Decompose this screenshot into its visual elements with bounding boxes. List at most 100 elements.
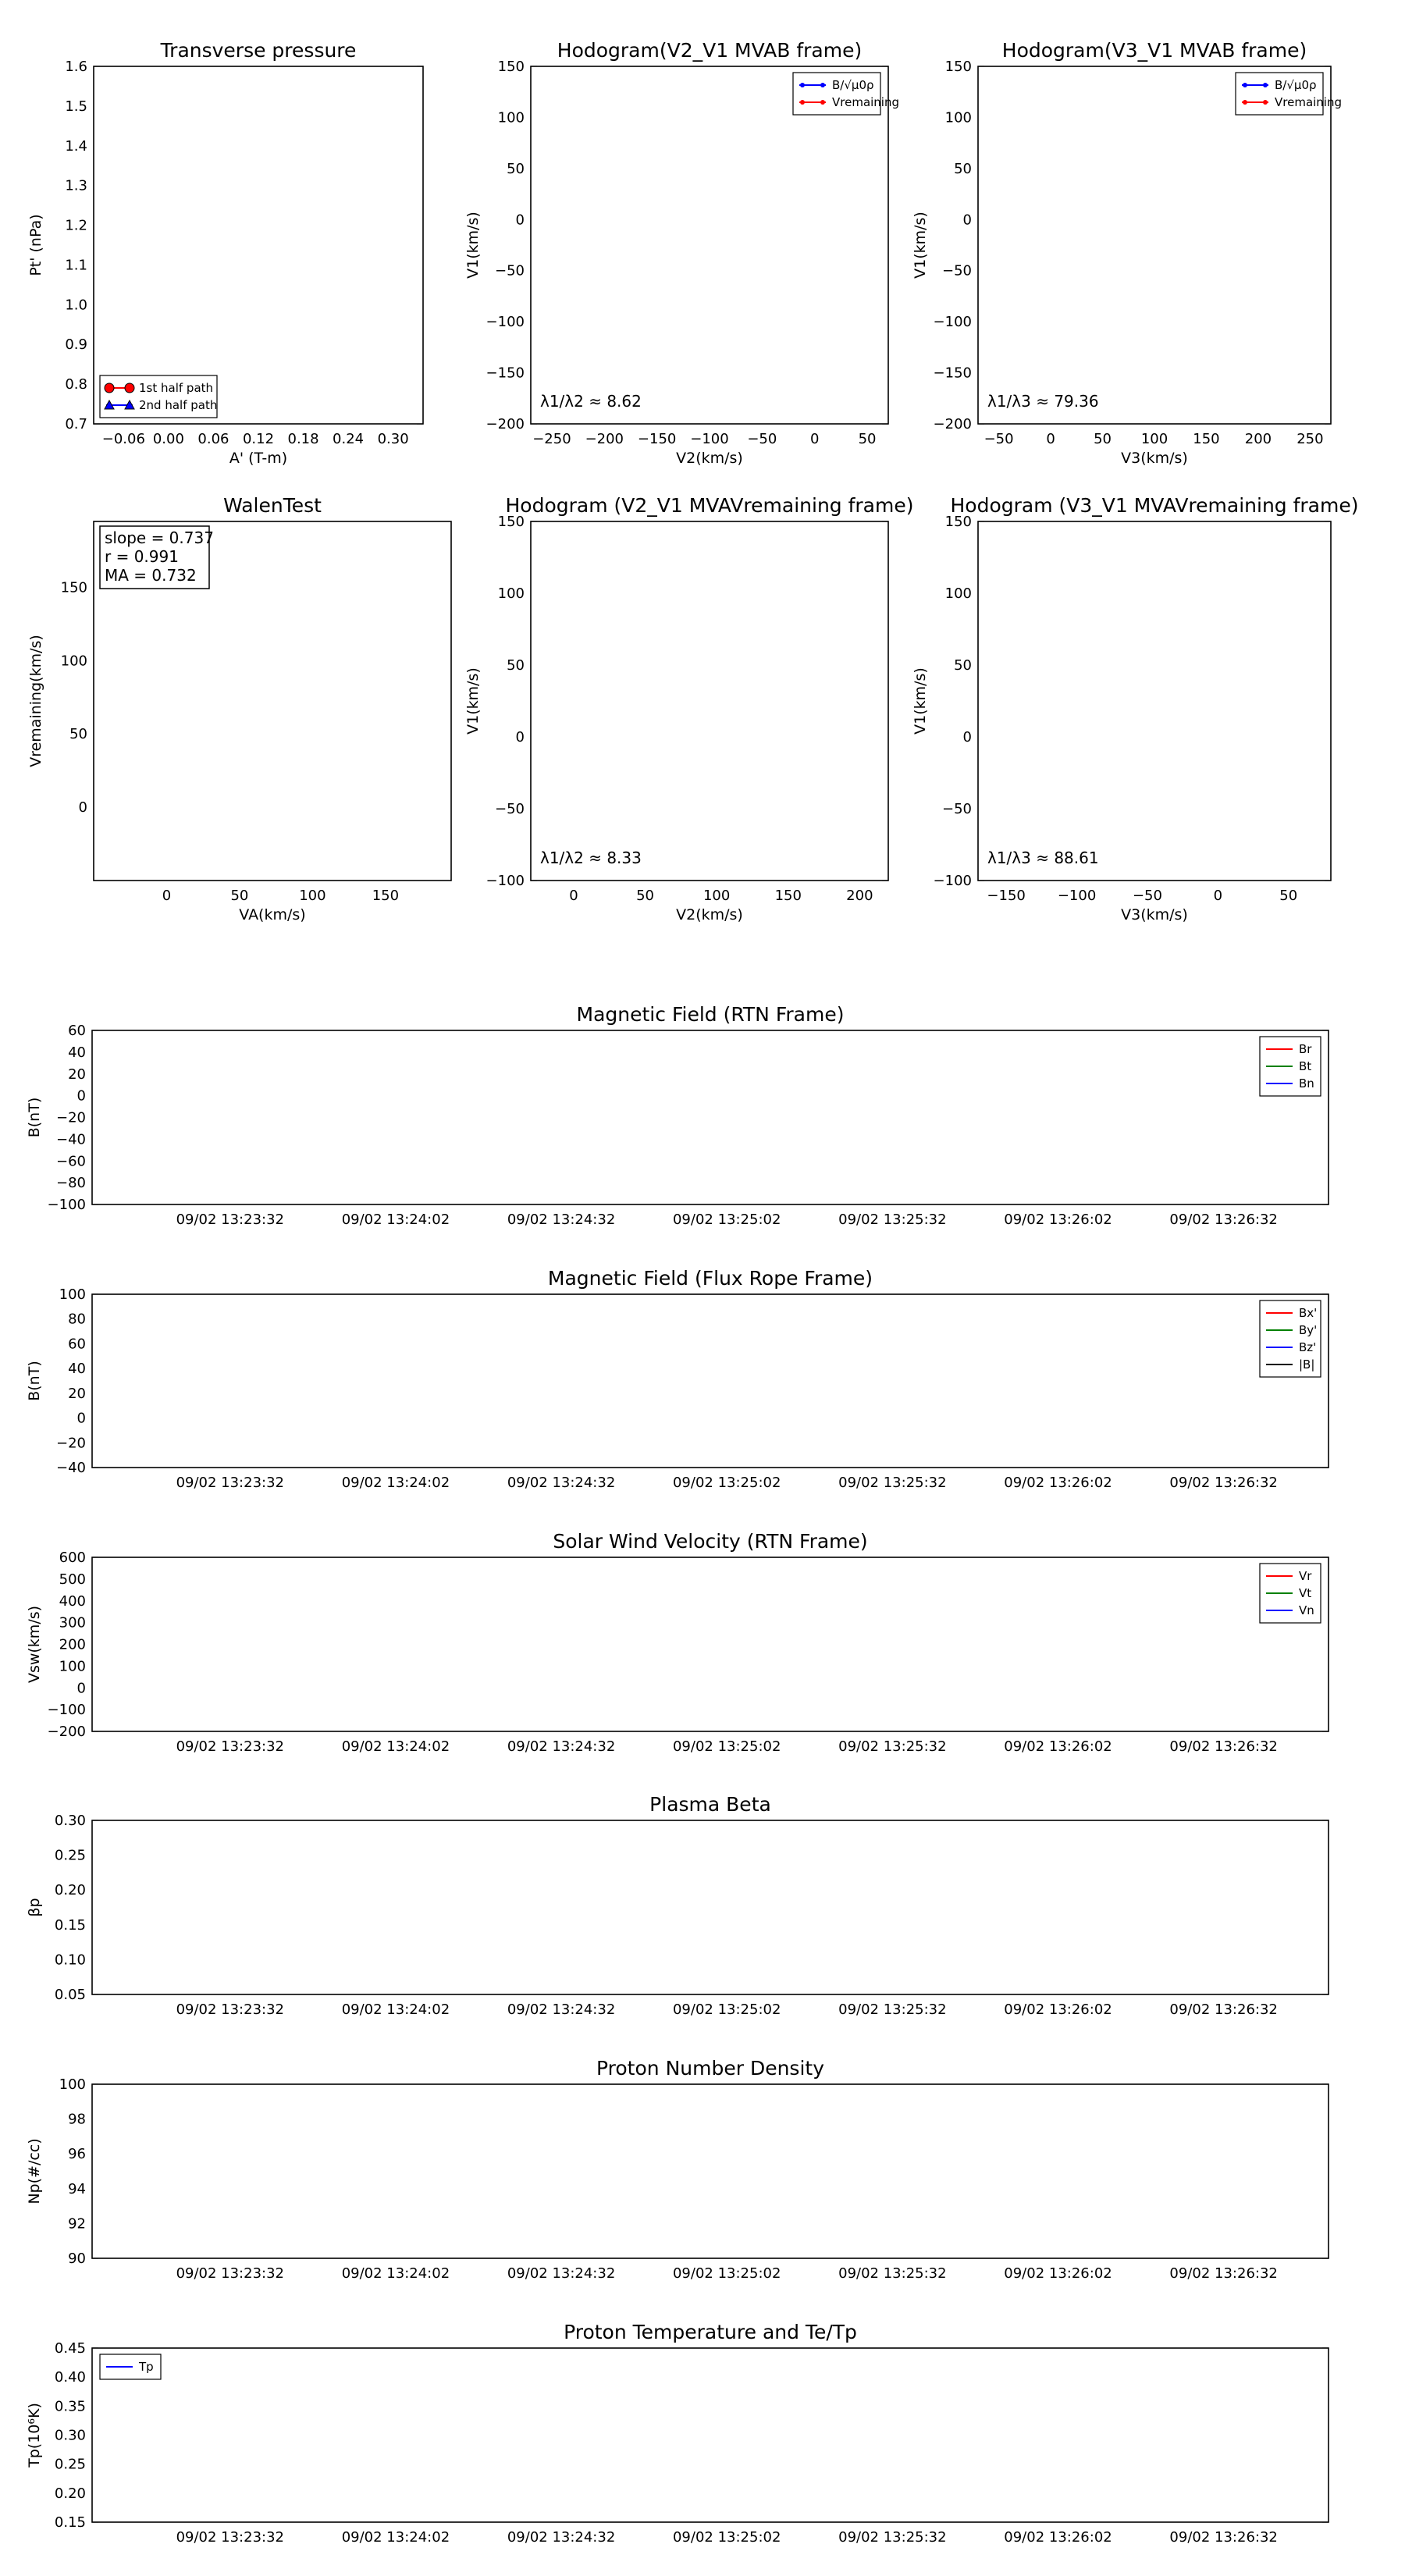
x-axis-label: V3(km/s) <box>1121 906 1188 923</box>
x-tick-label: 100 <box>1141 431 1168 447</box>
x-tick-label: 100 <box>703 888 730 904</box>
plot-frame <box>91 2347 1329 2523</box>
x-tick-label: 0 <box>162 888 171 904</box>
x-tick-label: 09/02 13:25:02 <box>673 2001 781 2018</box>
y-tick-label: 0.10 <box>55 1952 86 1968</box>
x-tick-label: 09/02 13:25:32 <box>838 2265 946 2282</box>
y-tick-label: 0.30 <box>55 1813 86 1829</box>
x-tick-label: 09/02 13:26:32 <box>1169 2265 1277 2282</box>
y-tick-label: 100 <box>59 1286 86 1303</box>
y-tick-label: 100 <box>61 653 87 669</box>
y-tick-label: 0 <box>963 729 972 745</box>
x-tick-label: 50 <box>636 888 654 904</box>
y-axis-label: Tp(10⁶K) <box>26 2403 43 2468</box>
y-tick-label: 100 <box>945 585 972 602</box>
y-tick-label: 1.0 <box>65 297 87 313</box>
y-axis-label: Pt' (nPa) <box>27 214 44 276</box>
x-tick-label: 09/02 13:24:02 <box>342 2001 450 2018</box>
y-tick-label: −50 <box>495 801 525 817</box>
legend: Tp <box>99 2354 162 2380</box>
y-tick-label: 0.20 <box>55 2485 86 2502</box>
y-axis-label: B(nT) <box>26 1098 43 1138</box>
legend: Bx' By' Bz' |B| <box>1259 1300 1321 1378</box>
x-tick-label: 0 <box>810 431 819 447</box>
x-tick-label: 50 <box>1094 431 1112 447</box>
y-tick-label: 98 <box>68 2112 86 2128</box>
x-tick-label: 0.00 <box>153 431 184 447</box>
y-tick-label: −100 <box>48 1702 86 1718</box>
x-tick-label: 09/02 13:23:32 <box>176 1738 284 1755</box>
y-tick-label: 40 <box>68 1044 86 1061</box>
y-tick-label: 100 <box>59 1658 86 1674</box>
x-tick-label: 09/02 13:26:32 <box>1169 2529 1277 2546</box>
y-tick-label: 0 <box>516 729 525 745</box>
y-tick-label: −150 <box>934 365 972 382</box>
chart-solar-wind-velocity: 09/02 13:23:32 09/02 13:24:02 09/02 13:24:… <box>26 1530 1329 1755</box>
chart-hodogram-v3v1-mvab: −50 0 50 100 150 200 250 −200 −150 −100 −50 0 50 100 1… <box>912 39 1342 467</box>
x-axis-label: A' (T-m) <box>229 450 287 467</box>
chart-title: Proton Number Density <box>596 2057 824 2080</box>
x-tick-label: 09/02 13:26:32 <box>1169 1475 1277 1491</box>
y-tick-label: −40 <box>56 1460 86 1476</box>
chart-title: WalenTest <box>223 494 322 517</box>
x-tick-label: 09/02 13:25:02 <box>673 1212 781 1228</box>
chart-magnetic-field-flux-rope: 09/02 13:23:32 09/02 13:24:02 09/02 13:24:… <box>26 1267 1329 1491</box>
y-tick-label: 1.3 <box>65 178 87 194</box>
x-tick-label: −150 <box>987 888 1025 904</box>
stats-box <box>99 525 210 589</box>
legend-label: Br <box>1299 1042 1312 1056</box>
x-tick-label: 0.24 <box>333 431 364 447</box>
x-tick-label: 09/02 13:24:02 <box>342 2265 450 2282</box>
x-tick-label: 0.18 <box>288 431 319 447</box>
chart-title: Hodogram (V2_V1 MVAVremaining frame) <box>506 494 914 517</box>
x-axis-label: V2(km/s) <box>676 450 743 467</box>
legend-label: Bx' <box>1299 1306 1317 1320</box>
y-tick-label: −200 <box>48 1724 86 1740</box>
x-tick-label: 09/02 13:24:32 <box>507 2265 615 2282</box>
legend-label: Vt <box>1299 1586 1311 1600</box>
y-tick-label: 40 <box>68 1361 86 1377</box>
y-tick-label: 80 <box>68 1311 86 1328</box>
chart-walen-test: 0 50 100 150 0 50 100 150 WalenTest VA(km/s) Vrema… <box>27 494 452 923</box>
x-tick-label: 09/02 13:23:32 <box>176 1212 284 1228</box>
y-tick-label: 0.7 <box>65 416 87 432</box>
stats-text: slope = 0.737 <box>105 528 214 547</box>
x-tick-label: 09/02 13:26:02 <box>1004 1738 1112 1755</box>
y-tick-label: 0.25 <box>55 2457 86 2473</box>
y-tick-label: 500 <box>59 1571 86 1588</box>
y-axis-label: βp <box>26 1898 43 1916</box>
chart-hodogram-v2v1-mvab: −250 −200 −150 −100 −50 0 50 −200 −150 −100 −50 0 50… <box>464 39 899 467</box>
x-axis-label: V2(km/s) <box>676 906 743 923</box>
legend: B/√μ0ρ Vremaining <box>792 72 899 116</box>
y-tick-label: 96 <box>68 2146 86 2162</box>
chart-title: Magnetic Field (Flux Rope Frame) <box>548 1267 873 1290</box>
legend-label: Vremaining <box>832 95 899 109</box>
y-tick-label: −100 <box>48 1197 86 1213</box>
chart-title: Solar Wind Velocity (RTN Frame) <box>553 1530 867 1553</box>
chart-transverse-pressure: −0.06 0.00 0.06 0.12 0.18 0.24 0.30 0.7 0.8 0.9 1.… <box>27 39 424 467</box>
y-tick-label: 50 <box>507 161 525 177</box>
y-axis-label: Np(#/cc) <box>26 2138 43 2204</box>
x-tick-label: 09/02 13:26:32 <box>1169 2001 1277 2018</box>
x-tick-label: 09/02 13:23:32 <box>176 1475 284 1491</box>
chart-proton-temperature: 09/02 13:23:32 09/02 13:24:02 09/02 13:24:… <box>26 2321 1329 2546</box>
x-tick-label: 0.06 <box>197 431 229 447</box>
x-tick-label: 09/02 13:25:32 <box>838 1475 946 1491</box>
y-tick-label: 1.4 <box>65 138 87 155</box>
x-tick-label: 09/02 13:24:02 <box>342 1475 450 1491</box>
y-tick-label: 90 <box>68 2250 86 2267</box>
x-tick-label: 50 <box>1279 888 1297 904</box>
y-tick-label: 0.35 <box>55 2398 86 2414</box>
x-tick-label: 0 <box>1046 431 1055 447</box>
y-tick-label: −40 <box>56 1131 86 1147</box>
x-tick-label: 09/02 13:25:32 <box>838 2001 946 2018</box>
legend-marker <box>820 100 825 105</box>
x-tick-label: 09/02 13:24:02 <box>342 1738 450 1755</box>
legend: 1st half path 2nd half path <box>99 375 218 418</box>
y-tick-label: 150 <box>61 579 87 596</box>
x-axis-label: V3(km/s) <box>1121 450 1188 467</box>
y-tick-label: −100 <box>934 873 972 889</box>
y-tick-label: 0 <box>963 212 972 228</box>
y-tick-label: 1.6 <box>65 59 87 75</box>
